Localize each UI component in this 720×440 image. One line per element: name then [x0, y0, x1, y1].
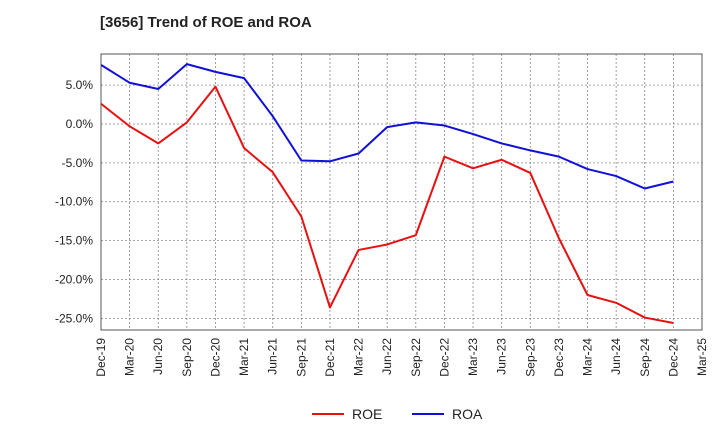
x-tick-label: Jun-23: [495, 338, 509, 375]
y-tick-label: -10.0%: [55, 195, 93, 209]
legend: ROE ROA: [312, 406, 483, 422]
y-tick-label: -25.0%: [55, 311, 93, 325]
x-tick-label: Sep-24: [638, 338, 652, 377]
y-tick-label: 0.0%: [66, 117, 94, 131]
y-axis-ticks: 5.0% 0.0% -5.0% -10.0% -15.0% -20.0% -25.0%: [55, 78, 93, 325]
series-line-roa: [100, 63, 674, 190]
x-axis-ticks: Dec-19 Mar-20 Jun-20 Sep-20 Dec-20 Mar-21 Jun-…: [94, 338, 709, 377]
x-tick-label: Dec-24: [666, 338, 680, 377]
plot-frame: [100, 53, 703, 331]
legend-label-roe: ROE: [352, 406, 382, 422]
y-tick-label: -5.0%: [62, 156, 94, 170]
y-tick-label: 5.0%: [66, 78, 94, 92]
legend-label-roa: ROA: [452, 406, 483, 422]
x-tick-label: Mar-23: [466, 338, 480, 376]
grid-lines: [100, 54, 703, 330]
x-tick-label: Mar-25: [695, 338, 709, 376]
series-lines: [100, 63, 674, 324]
x-tick-label: Mar-24: [581, 338, 595, 376]
x-tick-label: Jun-20: [151, 338, 165, 375]
x-tick-label: Sep-22: [409, 338, 423, 377]
y-tick-label: -20.0%: [55, 272, 93, 286]
series-line-roe: [100, 85, 674, 324]
chart-title: [3656] Trend of ROE and ROA: [100, 14, 312, 31]
x-tick-label: Sep-23: [523, 338, 537, 377]
x-tick-label: Dec-22: [437, 338, 451, 377]
x-tick-label: Mar-21: [237, 338, 251, 376]
x-tick-label: Jun-21: [266, 338, 280, 375]
x-tick-label: Dec-21: [323, 338, 337, 377]
x-tick-label: Dec-23: [552, 338, 566, 377]
x-tick-label: Dec-20: [208, 338, 222, 377]
x-tick-label: Dec-19: [94, 338, 108, 377]
x-tick-label: Sep-20: [180, 338, 194, 377]
x-tick-label: Mar-20: [123, 338, 137, 376]
x-tick-label: Sep-21: [294, 338, 308, 377]
x-tick-label: Jun-22: [380, 338, 394, 375]
y-tick-label: -15.0%: [55, 234, 93, 248]
x-tick-label: Jun-24: [609, 338, 623, 375]
x-tick-label: Mar-22: [352, 338, 366, 376]
